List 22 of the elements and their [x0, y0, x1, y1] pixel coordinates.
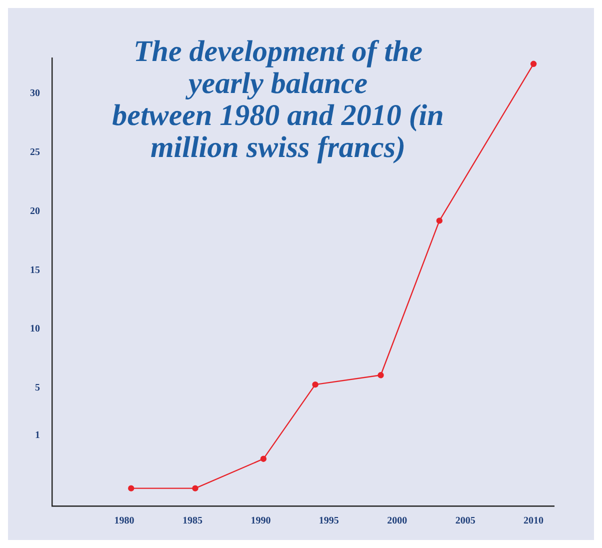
point	[260, 456, 267, 462]
y-tick-label: 5	[35, 382, 40, 394]
x-tick-label: 2005	[455, 516, 476, 527]
point	[436, 218, 443, 224]
point	[312, 381, 318, 388]
x-tick-label: 2000	[387, 516, 408, 527]
y-tick-label: 1	[35, 430, 40, 441]
point	[192, 485, 198, 492]
y-tick-label: 25	[30, 146, 40, 158]
point	[128, 485, 134, 492]
x-tick-label: 1990	[250, 516, 271, 527]
y-tick-label: 30	[30, 88, 40, 99]
text: The development of the yearly balance between 1980 and 2010 (in million swiss francs)	[111, 35, 445, 164]
y-tick-label: 20	[30, 206, 40, 217]
point	[530, 60, 537, 67]
x-tick-label: 1995	[318, 516, 339, 527]
x-tick-label: 2010	[524, 516, 544, 527]
y-tick-label: 15	[30, 264, 40, 276]
x-tick-label: 1980	[114, 516, 134, 527]
x-tick-label: 1985	[182, 516, 203, 527]
y-tick-label: 10	[30, 324, 40, 335]
point	[378, 372, 384, 378]
